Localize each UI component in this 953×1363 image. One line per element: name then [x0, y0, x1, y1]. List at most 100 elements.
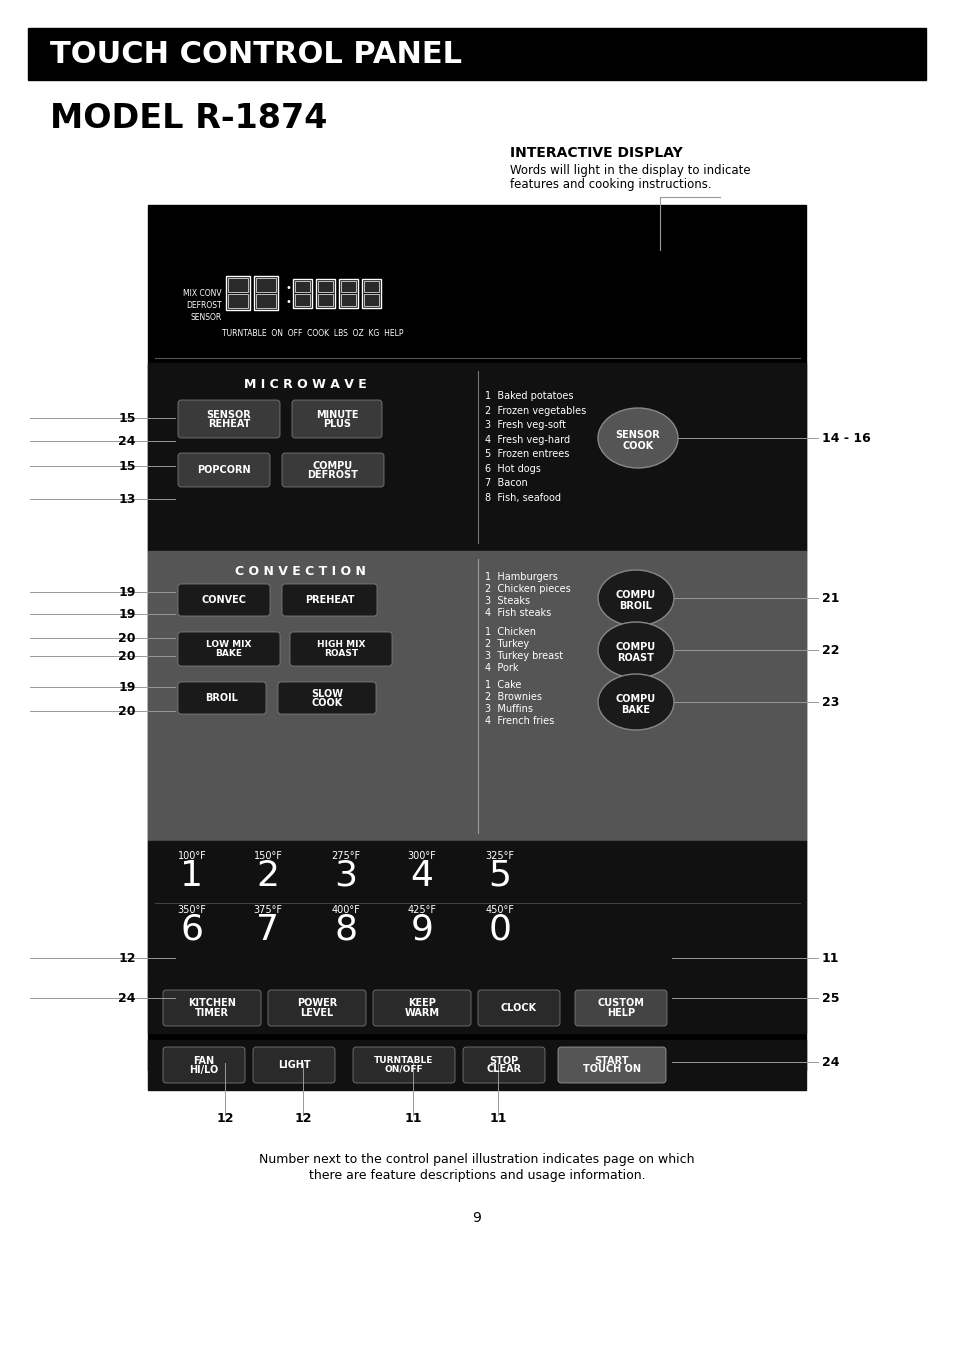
Text: 12: 12: [216, 1111, 233, 1124]
Text: COOK: COOK: [621, 442, 653, 451]
Text: 13: 13: [118, 492, 136, 506]
Text: 6: 6: [180, 913, 203, 947]
Text: 20: 20: [118, 650, 136, 662]
Text: STOP: STOP: [489, 1055, 518, 1066]
Text: Number next to the control panel illustration indicates page on which: Number next to the control panel illustr…: [259, 1153, 694, 1167]
Text: 325°F: 325°F: [485, 851, 514, 861]
Bar: [294, 281, 310, 292]
Text: 275°F: 275°F: [331, 851, 360, 861]
Text: DEFROST: DEFROST: [186, 300, 222, 309]
Text: COMPU: COMPU: [616, 642, 656, 652]
Text: 1  Hamburgers: 1 Hamburgers: [484, 572, 558, 582]
Text: HI/LO: HI/LO: [190, 1065, 218, 1074]
Bar: [364, 294, 378, 307]
Text: CLOCK: CLOCK: [500, 1003, 537, 1013]
Text: WARM: WARM: [404, 1007, 439, 1018]
Text: M I C R O W A V E: M I C R O W A V E: [243, 378, 366, 391]
Text: 3  Turkey breast: 3 Turkey breast: [484, 652, 562, 661]
Bar: [317, 294, 333, 307]
Text: HELP: HELP: [606, 1007, 635, 1018]
FancyBboxPatch shape: [353, 1047, 455, 1084]
Text: 7  Bacon: 7 Bacon: [484, 478, 527, 488]
Text: BAKE: BAKE: [620, 705, 650, 716]
Text: DEFROST: DEFROST: [307, 469, 358, 480]
Text: REHEAT: REHEAT: [208, 418, 250, 428]
Bar: [28, 29, 925, 80]
FancyBboxPatch shape: [292, 399, 381, 438]
Ellipse shape: [598, 408, 678, 468]
Text: 19: 19: [118, 586, 136, 598]
Text: 6  Hot dogs: 6 Hot dogs: [484, 463, 540, 473]
Ellipse shape: [598, 622, 673, 677]
Text: 3  Fresh veg-soft: 3 Fresh veg-soft: [484, 420, 565, 429]
Text: 450°F: 450°F: [485, 905, 514, 915]
Text: 300°F: 300°F: [407, 851, 436, 861]
Bar: [148, 1040, 805, 1090]
Text: ON/OFF: ON/OFF: [384, 1065, 423, 1074]
Text: 25: 25: [821, 991, 839, 1005]
Text: 7: 7: [256, 913, 279, 947]
Text: 375°F: 375°F: [253, 905, 282, 915]
Text: 2  Turkey: 2 Turkey: [484, 639, 529, 649]
Text: HIGH MIX: HIGH MIX: [316, 641, 365, 649]
Text: 4  Fresh veg-hard: 4 Fresh veg-hard: [484, 435, 570, 444]
FancyBboxPatch shape: [277, 682, 375, 714]
Bar: [361, 279, 380, 308]
Text: START: START: [594, 1055, 629, 1066]
Bar: [148, 841, 805, 983]
Text: MIX CONV: MIX CONV: [183, 289, 222, 297]
FancyBboxPatch shape: [462, 1047, 544, 1084]
Text: 20: 20: [118, 705, 136, 717]
FancyBboxPatch shape: [282, 583, 376, 616]
Text: SENSOR: SENSOR: [615, 429, 659, 440]
Text: 19: 19: [118, 680, 136, 694]
Text: •: •: [285, 284, 291, 293]
FancyBboxPatch shape: [477, 990, 559, 1026]
Bar: [340, 281, 355, 292]
Text: LIGHT: LIGHT: [277, 1060, 310, 1070]
Text: MINUTE: MINUTE: [315, 409, 358, 420]
Text: 15: 15: [118, 459, 136, 473]
Text: •: •: [285, 297, 291, 307]
Text: there are feature descriptions and usage information.: there are feature descriptions and usage…: [309, 1169, 644, 1183]
Bar: [148, 363, 805, 551]
Text: 15: 15: [118, 412, 136, 424]
Text: CONVEC: CONVEC: [201, 596, 246, 605]
Text: 23: 23: [821, 695, 839, 709]
Text: PLUS: PLUS: [323, 418, 351, 428]
Text: 0: 0: [488, 913, 511, 947]
Bar: [255, 294, 275, 308]
Text: 24: 24: [118, 991, 136, 1005]
Text: POWER: POWER: [296, 999, 336, 1009]
Text: 8: 8: [335, 913, 357, 947]
Text: CLEAR: CLEAR: [486, 1065, 521, 1074]
Text: CUSTOM: CUSTOM: [597, 999, 644, 1009]
Bar: [294, 294, 310, 307]
Text: 22: 22: [821, 643, 839, 657]
Text: 2  Chicken pieces: 2 Chicken pieces: [484, 583, 570, 594]
Text: 150°F: 150°F: [253, 851, 282, 861]
Text: SLOW: SLOW: [311, 688, 343, 698]
FancyBboxPatch shape: [178, 399, 280, 438]
Text: TURNTABLE: TURNTABLE: [374, 1056, 434, 1065]
Text: 5  Frozen entrees: 5 Frozen entrees: [484, 448, 569, 459]
FancyBboxPatch shape: [163, 990, 261, 1026]
FancyBboxPatch shape: [575, 990, 666, 1026]
Text: 4: 4: [410, 859, 433, 893]
FancyBboxPatch shape: [290, 632, 392, 667]
Ellipse shape: [598, 673, 673, 731]
FancyBboxPatch shape: [178, 632, 280, 667]
Text: C O N V E C T I O N: C O N V E C T I O N: [234, 564, 365, 578]
Bar: [148, 983, 805, 1033]
Text: BROIL: BROIL: [205, 692, 238, 703]
Text: TURNTABLE  ON  OFF  COOK  LBS  OZ  KG  HELP: TURNTABLE ON OFF COOK LBS OZ KG HELP: [222, 328, 403, 338]
Text: COMPU: COMPU: [616, 694, 656, 705]
Bar: [148, 551, 805, 841]
Text: 1  Baked potatoes: 1 Baked potatoes: [484, 391, 573, 401]
Text: PREHEAT: PREHEAT: [304, 596, 354, 605]
FancyBboxPatch shape: [282, 453, 384, 487]
Text: 5: 5: [488, 859, 511, 893]
Text: 100°F: 100°F: [177, 851, 206, 861]
Text: 24: 24: [118, 435, 136, 447]
Bar: [338, 279, 357, 308]
